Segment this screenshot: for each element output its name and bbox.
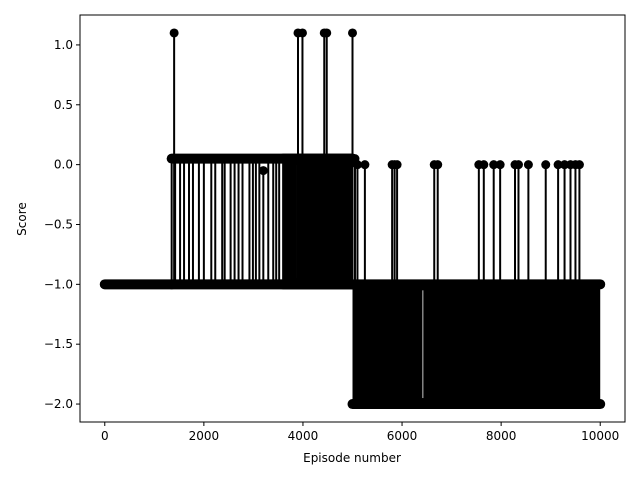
plot-area (99, 28, 606, 410)
y-tick-label: −0.5 (44, 217, 73, 231)
data-point (495, 160, 505, 170)
data-point (322, 28, 332, 38)
y-tick-label: −1.0 (44, 277, 73, 291)
data-point (595, 279, 605, 289)
x-tick-label: 10000 (581, 429, 619, 443)
data-point (297, 28, 307, 38)
data-point (574, 160, 584, 170)
data-point (513, 160, 523, 170)
y-axis-label: Score (15, 202, 29, 236)
data-point (348, 28, 357, 38)
y-tick-label: 0.0 (54, 158, 73, 172)
data-point (258, 166, 268, 176)
x-tick-label: 0 (101, 429, 109, 443)
data-point (479, 160, 489, 170)
data-point (254, 154, 264, 164)
x-axis-label: Episode number (303, 451, 401, 465)
data-point (523, 160, 533, 170)
x-tick-label: 4000 (288, 429, 319, 443)
data-point (210, 154, 220, 164)
data-point (392, 160, 402, 170)
y-tick-label: −1.5 (44, 337, 73, 351)
data-point (433, 160, 443, 170)
data-point (348, 399, 357, 409)
data-point (489, 160, 499, 170)
data-point (553, 160, 563, 170)
data-point (199, 154, 209, 164)
x-axis: 0 2000 4000 6000 8000 10000 (101, 422, 619, 443)
y-axis: 1.0 0.5 0.0 −0.5 −1.0 −1.5 −2.0 (44, 38, 80, 411)
y-tick-label: 1.0 (54, 38, 73, 52)
plot-frame (79, 14, 626, 423)
data-point (169, 28, 179, 38)
data-point (541, 160, 551, 170)
data-point (238, 154, 248, 164)
dense-band (352, 284, 601, 405)
data-point (360, 160, 370, 170)
x-tick-label: 6000 (387, 429, 418, 443)
y-tick-label: −2.0 (44, 397, 73, 411)
x-tick-label: 8000 (486, 429, 517, 443)
data-point (100, 279, 110, 289)
data-point (595, 399, 605, 409)
y-tick-label: 0.5 (54, 98, 73, 112)
data-point (352, 160, 362, 170)
x-tick-label: 2000 (189, 429, 220, 443)
